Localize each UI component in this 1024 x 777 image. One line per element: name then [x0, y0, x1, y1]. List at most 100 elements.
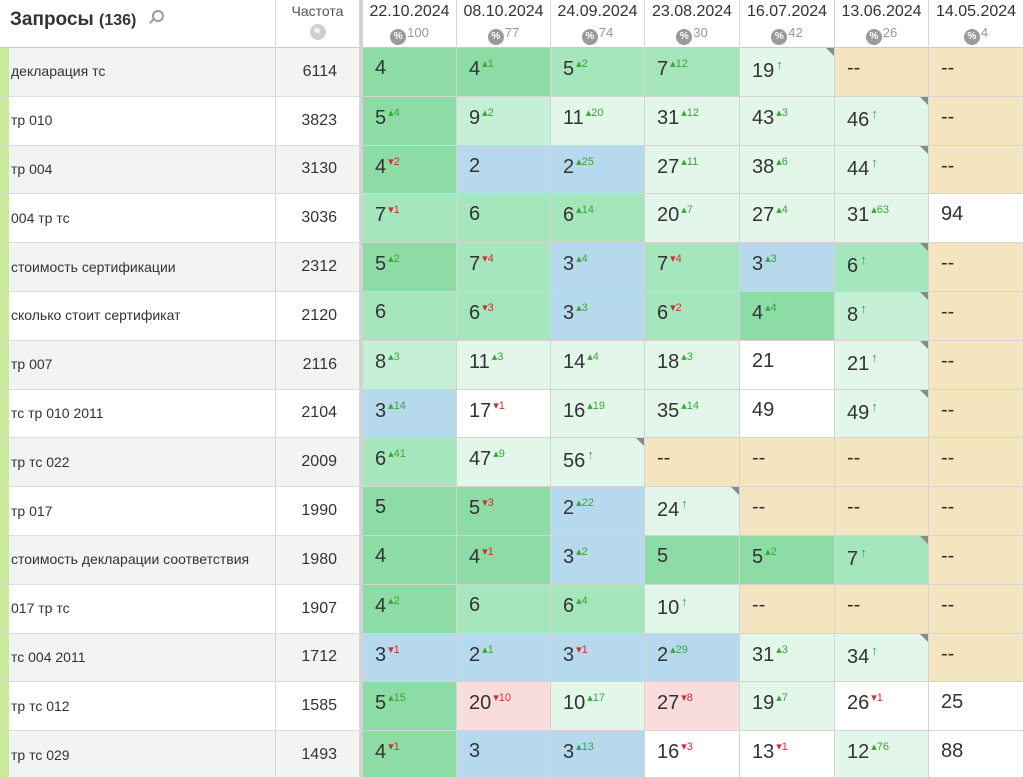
position-cell[interactable]: --: [929, 389, 1024, 439]
position-cell[interactable]: 31 ▴63: [835, 194, 929, 244]
position-cell[interactable]: 31 ▴3: [740, 633, 835, 683]
query-cell[interactable]: стоимость декларации соответствия: [0, 536, 276, 585]
query-cell[interactable]: тс тр 010 2011: [0, 389, 276, 439]
position-cell[interactable]: --: [929, 243, 1024, 292]
position-cell[interactable]: 27 ▾8: [645, 682, 740, 732]
position-cell[interactable]: 11 ▴20: [551, 96, 645, 146]
position-cell[interactable]: 21 ↑: [835, 340, 929, 390]
query-cell[interactable]: тс 004 2011: [0, 633, 276, 683]
position-cell[interactable]: 4: [363, 536, 457, 585]
position-cell[interactable]: 5 ▾3: [457, 487, 551, 536]
position-cell[interactable]: --: [835, 438, 929, 488]
position-cell[interactable]: 38 ▴6: [740, 145, 835, 195]
position-cell[interactable]: 5 ▴4: [363, 96, 457, 146]
query-cell[interactable]: 017 тр тс: [0, 584, 276, 634]
position-cell[interactable]: 4 ▴4: [740, 292, 835, 341]
position-cell[interactable]: 17 ▾1: [457, 389, 551, 439]
position-cell[interactable]: 24 ↑: [645, 487, 740, 536]
query-cell[interactable]: тр 007: [0, 340, 276, 390]
position-cell[interactable]: 19 ↑: [740, 48, 835, 97]
position-cell[interactable]: 56 ↑: [551, 438, 645, 488]
position-cell[interactable]: 21: [740, 340, 835, 390]
position-cell[interactable]: 2 ▴1: [457, 633, 551, 683]
position-cell[interactable]: --: [929, 487, 1024, 536]
position-cell[interactable]: 26 ▾1: [835, 682, 929, 732]
position-cell[interactable]: --: [929, 633, 1024, 683]
position-cell[interactable]: 8 ▴3: [363, 340, 457, 390]
position-cell[interactable]: --: [929, 96, 1024, 146]
position-cell[interactable]: 4 ▾1: [457, 536, 551, 585]
query-cell[interactable]: сколько стоит сертификат: [0, 292, 276, 341]
position-cell[interactable]: --: [929, 292, 1024, 341]
position-cell[interactable]: 16 ▴19: [551, 389, 645, 439]
position-cell[interactable]: 7 ↑: [835, 536, 929, 585]
position-cell[interactable]: 3 ▾1: [363, 633, 457, 683]
position-cell[interactable]: 3 ▴13: [551, 731, 645, 777]
position-cell[interactable]: 3 ▴3: [551, 292, 645, 341]
date-column-header[interactable]: 24.09.2024% 74: [551, 0, 645, 48]
frequency-column-header[interactable]: Частота: [276, 0, 360, 48]
query-column-header[interactable]: Запросы (136): [0, 0, 276, 48]
query-cell[interactable]: стоимость сертификации: [0, 243, 276, 292]
position-cell[interactable]: 35 ▴14: [645, 389, 740, 439]
position-cell[interactable]: 6: [457, 194, 551, 244]
position-cell[interactable]: 7 ▴12: [645, 48, 740, 97]
position-cell[interactable]: 20 ▾10: [457, 682, 551, 732]
position-cell[interactable]: --: [835, 584, 929, 634]
position-cell[interactable]: --: [740, 487, 835, 536]
search-icon[interactable]: [148, 10, 164, 24]
position-cell[interactable]: 4 ▾2: [363, 145, 457, 195]
position-cell[interactable]: 5: [363, 487, 457, 536]
query-cell[interactable]: тр 010: [0, 96, 276, 146]
position-cell[interactable]: 2 ▴25: [551, 145, 645, 195]
position-cell[interactable]: 6 ▾3: [457, 292, 551, 341]
position-cell[interactable]: --: [929, 48, 1024, 97]
position-cell[interactable]: --: [929, 145, 1024, 195]
position-cell[interactable]: 6: [363, 292, 457, 341]
query-cell[interactable]: тр 017: [0, 487, 276, 536]
position-cell[interactable]: 49 ↑: [835, 389, 929, 439]
position-cell[interactable]: 2: [457, 145, 551, 195]
position-cell[interactable]: 20 ▴7: [645, 194, 740, 244]
position-cell[interactable]: --: [929, 536, 1024, 585]
position-cell[interactable]: 16 ▾3: [645, 731, 740, 777]
position-cell[interactable]: --: [929, 438, 1024, 488]
position-cell[interactable]: 47 ▴9: [457, 438, 551, 488]
date-column-header[interactable]: 23.08.2024% 30: [645, 0, 740, 48]
date-column-header[interactable]: 14.05.2024% 4: [929, 0, 1024, 48]
position-cell[interactable]: 2 ▴22: [551, 487, 645, 536]
position-cell[interactable]: 3 ▴4: [551, 243, 645, 292]
position-cell[interactable]: --: [835, 487, 929, 536]
position-cell[interactable]: 13 ▾1: [740, 731, 835, 777]
position-cell[interactable]: 3: [457, 731, 551, 777]
position-cell[interactable]: 31 ▴12: [645, 96, 740, 146]
position-cell[interactable]: 6 ↑: [835, 243, 929, 292]
position-cell[interactable]: 4 ▴1: [457, 48, 551, 97]
position-cell[interactable]: 18 ▴3: [645, 340, 740, 390]
query-cell[interactable]: тр тс 022: [0, 438, 276, 488]
date-column-header[interactable]: 08.10.2024% 77: [457, 0, 551, 48]
position-cell[interactable]: 46 ↑: [835, 96, 929, 146]
position-cell[interactable]: --: [929, 340, 1024, 390]
query-cell[interactable]: тр 004: [0, 145, 276, 195]
position-cell[interactable]: 4 ▾1: [363, 731, 457, 777]
position-cell[interactable]: 2 ▴29: [645, 633, 740, 683]
query-cell[interactable]: тр тс 012: [0, 682, 276, 732]
date-column-header[interactable]: 16.07.2024% 42: [740, 0, 835, 48]
position-cell[interactable]: 27 ▴11: [645, 145, 740, 195]
position-cell[interactable]: 43 ▴3: [740, 96, 835, 146]
query-cell[interactable]: декларация тс: [0, 48, 276, 97]
position-cell[interactable]: 8 ↑: [835, 292, 929, 341]
position-cell[interactable]: 14 ▴4: [551, 340, 645, 390]
position-cell[interactable]: 7 ▾4: [457, 243, 551, 292]
position-cell[interactable]: 5: [645, 536, 740, 585]
position-cell[interactable]: 6 ▴14: [551, 194, 645, 244]
position-cell[interactable]: 3 ▴14: [363, 389, 457, 439]
position-cell[interactable]: 10 ▴17: [551, 682, 645, 732]
position-cell[interactable]: 88: [929, 731, 1024, 777]
position-cell[interactable]: 49: [740, 389, 835, 439]
position-cell[interactable]: 3 ▴3: [740, 243, 835, 292]
position-cell[interactable]: 5 ▴2: [363, 243, 457, 292]
position-cell[interactable]: --: [645, 438, 740, 488]
position-cell[interactable]: 44 ↑: [835, 145, 929, 195]
